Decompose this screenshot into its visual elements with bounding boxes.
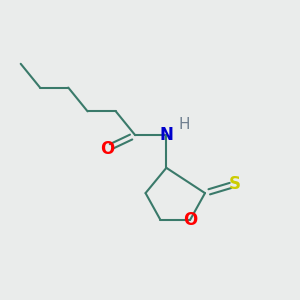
Text: S: S — [229, 175, 241, 193]
Text: N: N — [159, 126, 173, 144]
Text: O: O — [100, 140, 114, 158]
Text: O: O — [183, 211, 197, 229]
Text: H: H — [178, 117, 190, 132]
